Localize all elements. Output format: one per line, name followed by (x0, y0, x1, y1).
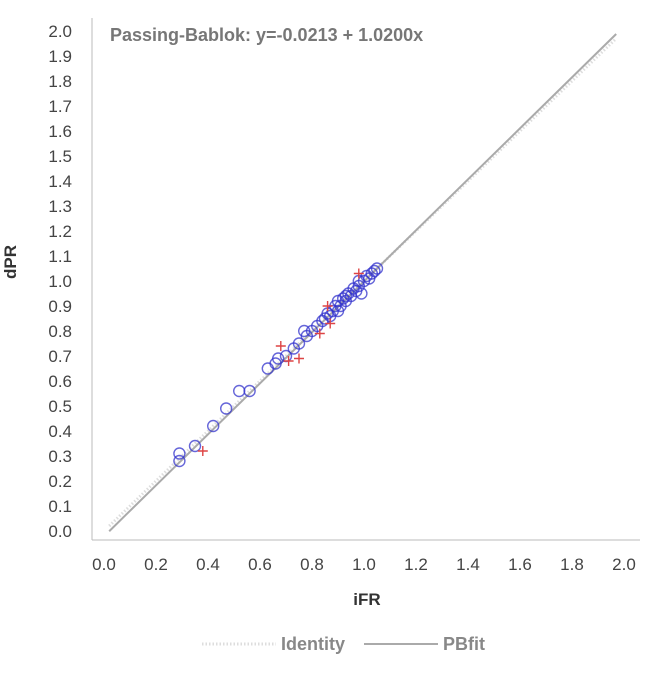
y-tick-label: 1.4 (48, 172, 72, 191)
data-point-circle (368, 264, 381, 278)
y-tick-label: 0.5 (48, 397, 72, 416)
data-point-cross (314, 328, 325, 339)
data-point-circle (272, 352, 285, 365)
data-point-cross (353, 268, 364, 279)
data-point-cross (197, 446, 208, 456)
y-tick-label: 0.0 (48, 522, 72, 541)
y-tick-labels: 0.0 0.1 0.2 0.3 0.4 0.5 0.6 0.7 0.8 0.9 1.0 1.1 1.2 1… (48, 22, 72, 541)
data-point-cross (294, 353, 304, 364)
data-point-circle (292, 337, 306, 350)
data-point-circle (206, 419, 220, 433)
data-point-circle (232, 384, 246, 398)
y-tick-label: 1.7 (48, 97, 72, 116)
x-tick-labels: 0.0 0.2 0.4 0.6 0.8 1.0 1.2 1.4 1.6 1.8 2.0 (92, 555, 636, 574)
data-point-circle (219, 402, 233, 415)
x-tick-label: 1.0 (352, 555, 376, 574)
y-tick-label: 1.9 (48, 47, 72, 66)
data-point-cross (325, 318, 336, 329)
data-point-circle (355, 287, 368, 300)
data-point-circle (188, 439, 202, 453)
y-tick-label: 2.0 (48, 22, 72, 41)
y-tick-label: 1.8 (48, 72, 72, 91)
pbfit-legend-label: PBfit (443, 634, 485, 654)
x-tick-label: 1.8 (560, 555, 584, 574)
y-tick-label: 0.8 (48, 322, 72, 341)
y-tick-label: 1.0 (48, 272, 72, 291)
data-point-circle (339, 289, 352, 303)
data-points (173, 262, 384, 468)
data-point-cross (275, 341, 286, 351)
data-point-cross (322, 301, 333, 311)
regression-annotation: Passing-Bablok: y=-0.0213 + 1.0200x (110, 25, 423, 45)
x-tick-label: 1.2 (404, 555, 428, 574)
data-point-circle (243, 384, 256, 398)
y-tick-label: 1.3 (48, 197, 72, 216)
x-tick-label: 0.6 (248, 555, 272, 574)
x-tick-label: 2.0 (612, 555, 636, 574)
y-tick-label: 1.2 (48, 222, 72, 241)
y-tick-label: 0.1 (48, 497, 72, 516)
x-tick-label: 1.4 (456, 555, 480, 574)
y-tick-label: 0.3 (48, 447, 72, 466)
x-axis-title: iFR (353, 590, 380, 609)
y-tick-label: 0.7 (48, 347, 72, 366)
data-point-circle (370, 262, 384, 275)
x-tick-label: 0.4 (196, 555, 220, 574)
x-tick-label: 0.2 (144, 555, 168, 574)
y-tick-label: 1.5 (48, 147, 72, 166)
y-tick-label: 0.4 (48, 422, 72, 441)
y-tick-label: 0.6 (48, 372, 72, 391)
y-tick-label: 0.2 (48, 472, 72, 491)
y-tick-label: 1.1 (48, 247, 72, 266)
x-tick-label: 1.6 (508, 555, 532, 574)
identity-legend-label: Identity (281, 634, 345, 654)
x-tick-label: 0.8 (300, 555, 324, 574)
data-point-cross (283, 356, 294, 366)
y-axis-title: dPR (1, 245, 20, 279)
data-point-circle (173, 447, 186, 460)
legend: Identity PBfit (202, 634, 485, 654)
data-point-circle (173, 454, 186, 468)
y-tick-label: 0.9 (48, 297, 72, 316)
x-tick-label: 0.0 (92, 555, 116, 574)
y-tick-label: 1.6 (48, 122, 72, 141)
